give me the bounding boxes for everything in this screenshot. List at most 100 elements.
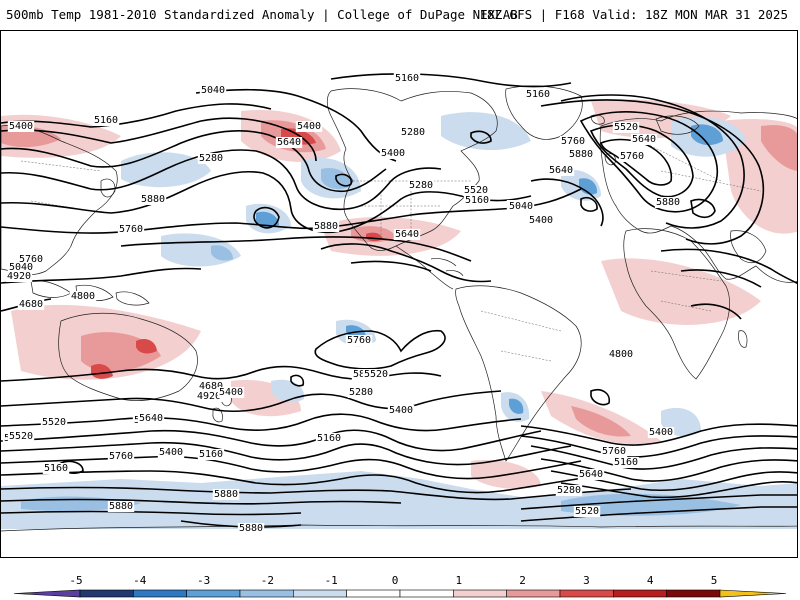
contour-label: 5280 [409,180,433,191]
contour-label-background [157,447,185,458]
contour-label: 5880 [214,489,238,500]
contour-labels: 5160 5160 5040 5160 5400 5400 5640 5280 5280 5400… [2,73,682,534]
contour-label: 5880 [239,523,263,534]
coastline [599,110,797,283]
contour-label-background [387,405,415,416]
contour-label: 5160 [465,195,489,206]
contour-label: 5760 [561,136,585,147]
colorbar-tick-label: 3 [583,574,590,587]
contour-label-background [347,387,375,398]
contour-line [1,267,202,284]
contour-label: 4680 [199,381,223,392]
contour-label-background [275,137,303,148]
contour-line [690,198,716,219]
colorbar-legend: -5 -4 -3 -2 -1 0 1 2 3 4 5 [13,574,787,598]
contour-label-background [40,417,68,428]
contour-label-background [600,446,628,457]
contour-label-background [379,148,407,159]
colorbar-tick-label: -2 [261,574,274,587]
anomaly-area [256,211,279,228]
contour-label-background [618,151,646,162]
contour-label-background [407,180,435,191]
contour-label-background [117,224,145,235]
anomaly-area [509,398,524,414]
contour-label: 5400 [389,405,413,416]
contour-label-background [555,485,583,496]
anomaly-area [91,364,113,379]
contour-line [520,435,797,458]
contour-label: 5160 [44,463,68,474]
contour-label: 5880 [656,197,680,208]
contour-label: 5280 [349,387,373,398]
contour-label-background [607,349,635,360]
contour-label: 5640 [549,165,573,176]
contour-label-background [195,391,223,402]
contour-label-background [612,122,640,133]
contour-line [1,470,592,494]
contour-label-background [7,431,35,442]
contour-label-background [462,185,490,196]
colorbar-segment [506,589,561,598]
contour-label: 5280 [401,127,425,138]
coastline [212,407,223,423]
contour-line [560,94,745,229]
contour-line [1,170,532,233]
colorbar-tick-label: 0 [392,574,399,587]
contour-line [1,413,522,432]
contour-label-background [139,194,167,205]
contour-line [1,130,387,193]
colorbar-min-triangle [13,589,81,598]
colorbar-segment [186,589,241,598]
contour-label: 5400 [529,215,553,226]
contour-label: 5640 [579,469,603,480]
border-line [660,170,762,192]
contour-label-background [315,433,343,444]
contour-label-background [647,427,675,438]
colorbar-segment [453,589,507,598]
contour-line [589,124,694,198]
coastline [115,291,150,306]
contour-label-background [295,121,323,132]
contour-label-background [107,501,135,512]
contour-label: 5520 [464,185,488,196]
contour-line [320,243,492,283]
contour-line [680,269,762,288]
contour-line [520,423,797,446]
contour-label: 5400 [219,387,243,398]
contour-label-background [399,127,427,138]
colorbar-segments [13,589,787,598]
header: 500mb Temp 1981-2010 Standardized Anomal… [0,0,800,30]
colorbar-tick-label: -5 [69,574,82,587]
contour-line [470,130,492,144]
colorbar-segment [666,589,721,598]
contour-line [1,390,502,413]
coastline [730,230,767,264]
contour-label-background [393,73,421,84]
anomaly-area [441,112,531,151]
colorbar-tick-label: 5 [711,574,718,587]
coastline [100,178,116,198]
colorbar-tick-label: 2 [519,574,526,587]
contour-label: 5160 [395,73,419,84]
coastline [30,280,72,298]
contour-line [540,458,797,482]
contour-label-background [524,89,552,100]
contour-label-background [17,299,45,310]
contour-label: 5400 [381,148,405,159]
contour-label: 5040 [9,262,33,273]
contour-label: 5760 [109,451,133,462]
contour-label-background [559,136,587,147]
contour-label-background [137,413,165,424]
run-info: 18Z GFS | F168 Valid: 18Z MON MAR 31 202… [479,7,788,22]
contour-line [580,196,598,212]
contour-label-background [345,335,373,346]
contour-label-background [527,215,555,226]
contour-label: 5880 [314,221,338,232]
contour-line [1,103,272,128]
contour-label: 4680 [19,299,43,310]
contour-label-background [42,463,70,474]
contour-line [335,173,353,187]
anomaly-area [761,125,797,171]
border-line [20,160,102,172]
contour-line [350,260,432,272]
